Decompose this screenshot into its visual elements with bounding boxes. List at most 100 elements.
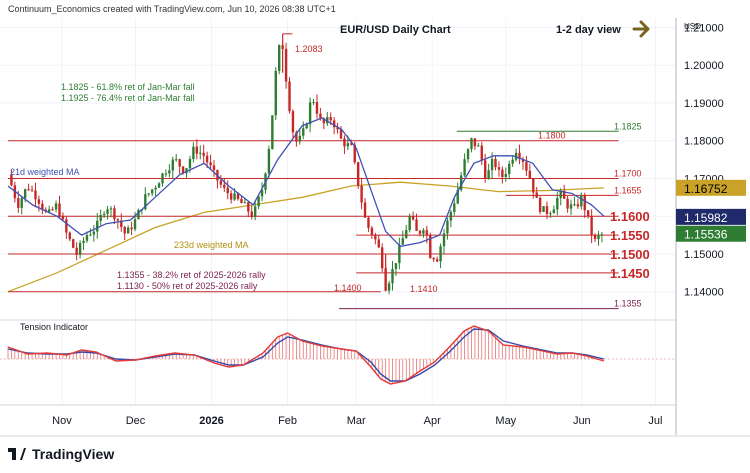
- candle: [415, 213, 418, 231]
- price-badge-label: 1.15536: [684, 228, 728, 242]
- chart-title: EUR/USD Daily Chart: [340, 24, 451, 36]
- ret-rally-label-b: 1.1130 - 50% ret of 2025-2026 rally: [117, 281, 258, 291]
- candle: [89, 228, 92, 237]
- candle: [150, 188, 154, 197]
- candle: [75, 242, 78, 261]
- candle-body: [30, 189, 34, 191]
- candle-body: [549, 213, 552, 215]
- price-badge: [676, 179, 746, 196]
- candle-body: [573, 204, 576, 206]
- candle-body: [435, 259, 439, 262]
- candle-body: [312, 102, 315, 104]
- candle: [37, 195, 41, 212]
- candle-body: [394, 263, 398, 269]
- candle-body: [223, 184, 226, 188]
- candle: [573, 196, 576, 207]
- candle: [525, 155, 528, 177]
- candle: [72, 238, 75, 249]
- candle: [120, 213, 123, 232]
- candle: [459, 171, 463, 192]
- candle-body: [593, 234, 597, 240]
- candle-body: [408, 216, 411, 231]
- candle-body: [257, 196, 260, 207]
- candle-body: [51, 209, 54, 211]
- candle: [147, 192, 150, 197]
- candle: [284, 42, 288, 89]
- candle-body: [511, 159, 514, 164]
- candle-body: [576, 204, 580, 207]
- candle: [168, 164, 171, 178]
- candle-body: [315, 102, 319, 114]
- candle: [274, 67, 277, 120]
- price-tick-label: 1.15000: [684, 249, 724, 261]
- candle: [54, 200, 58, 213]
- candle: [600, 231, 604, 243]
- candle-body: [154, 187, 157, 190]
- candle: [576, 198, 580, 209]
- candle-body: [374, 234, 377, 240]
- candle-body: [597, 235, 600, 240]
- candle-body: [302, 128, 305, 136]
- candle: [78, 240, 82, 259]
- candle-body: [253, 206, 257, 218]
- time-tick-label: May: [495, 415, 516, 427]
- candle-body: [600, 234, 604, 236]
- candle-body: [288, 81, 291, 112]
- candle: [504, 167, 507, 182]
- level-label-1.1655: 1.1655: [614, 185, 642, 195]
- candle: [597, 230, 600, 246]
- candle-body: [41, 203, 44, 210]
- candle-body: [58, 203, 61, 217]
- candle: [41, 200, 44, 215]
- candle: [494, 156, 497, 171]
- candle: [291, 109, 295, 139]
- candle: [10, 170, 13, 187]
- candle: [58, 195, 61, 219]
- candle-body: [247, 202, 250, 212]
- candle: [202, 144, 205, 164]
- candle: [68, 231, 71, 242]
- candle-body: [528, 170, 532, 179]
- level-label-1.1800: 1.1800: [538, 131, 566, 141]
- tradingview-logo[interactable]: TradingView: [8, 446, 114, 462]
- candle: [219, 175, 223, 188]
- candle-body: [75, 247, 78, 255]
- candle-body: [586, 210, 590, 216]
- candle-body: [178, 159, 181, 167]
- candle-body: [192, 146, 195, 160]
- candle-body: [439, 246, 442, 262]
- candles: [10, 33, 604, 295]
- candle-body: [130, 227, 133, 230]
- candle: [257, 194, 260, 210]
- candle: [260, 182, 264, 202]
- candle-body: [494, 158, 497, 168]
- candle-body: [418, 230, 422, 234]
- level-1400-label: 1.1400: [334, 283, 362, 293]
- ret-jan-mar-label-b: 1.1925 - 76.4% ret of Jan-Mar fall: [61, 93, 195, 103]
- candle: [508, 160, 511, 180]
- candle: [27, 183, 30, 191]
- candle: [518, 144, 521, 165]
- candle: [367, 216, 370, 232]
- candle: [85, 231, 89, 243]
- candle-body: [356, 162, 360, 186]
- candle-body: [477, 145, 480, 147]
- candle-body: [291, 111, 295, 133]
- candle-body: [590, 215, 593, 235]
- candle: [480, 141, 483, 165]
- candle: [569, 199, 573, 216]
- candle-body: [54, 203, 58, 210]
- candle: [435, 256, 439, 263]
- candle: [422, 228, 425, 238]
- candle: [538, 196, 542, 215]
- candle-body: [89, 234, 92, 236]
- axes: 1.210001.200001.190001.180001.170001.160…: [0, 18, 750, 437]
- candle-body: [102, 213, 106, 215]
- candle-body: [168, 170, 171, 174]
- candle-body: [243, 202, 247, 204]
- candle-body: [583, 195, 586, 211]
- candle: [593, 233, 597, 242]
- candle-body: [226, 187, 229, 194]
- candle-body: [504, 174, 507, 177]
